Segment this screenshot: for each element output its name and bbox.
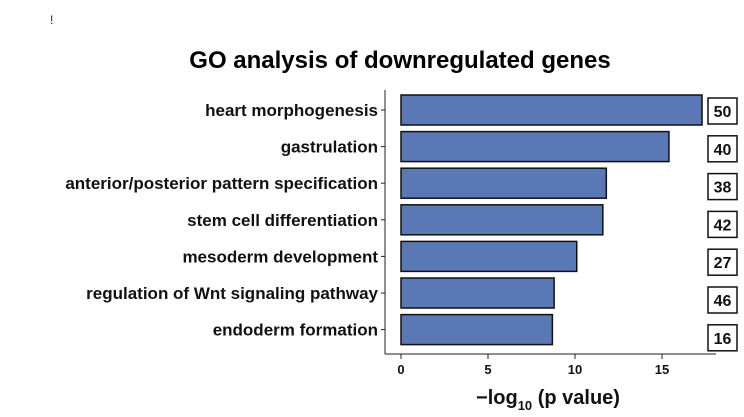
gene-count-box-4 [707,248,738,276]
bar-3 [400,204,604,236]
bar-2 [400,167,608,199]
gene-count-box-6 [707,324,738,352]
category-label-0: heart morphogenesis [205,101,378,120]
x-tick-label-0: 0 [397,362,404,377]
category-label-5: regulation of Wnt signaling pathway [86,284,378,303]
category-label-4: mesoderm development [182,247,378,266]
gene-count-1: 40 [714,142,732,159]
gene-count-box-2 [707,172,738,201]
gene-count-0: 50 [714,104,732,121]
bar-4 [400,240,578,273]
category-labels: heart morphogenesis gastrulation anterior/… [65,101,385,340]
x-axis-label-main: −log [476,387,518,409]
gene-count-2: 38 [714,180,732,197]
gene-count-4: 27 [714,255,732,272]
x-tick-label-2: 10 [568,362,582,377]
bar-6 [400,313,554,346]
gene-count-box-3 [707,210,738,239]
x-tick-label-3: 15 [655,362,669,377]
category-label-6: endoderm formation [213,321,378,340]
gene-count-boxes: 50 40 38 42 27 46 16 [707,97,738,352]
gene-count-box-0 [707,97,738,125]
category-label-1: gastrulation [281,138,378,157]
bar-1 [400,130,670,163]
x-axis-label: −log10 (p value) [476,387,620,413]
gene-count-6: 16 [714,331,732,348]
category-label-3: stem cell differentiation [187,211,378,230]
x-tick-label-1: 5 [484,362,491,377]
bars-group [400,94,703,346]
gene-count-box-1 [707,135,738,163]
gene-count-5: 46 [714,293,732,310]
stray-mark: ! [50,13,53,27]
bar-5 [400,277,555,309]
x-ticks: 0 5 10 15 [397,354,669,377]
gene-count-box-5 [707,286,738,314]
x-axis-label-subscript: 10 [518,398,532,413]
x-axis-label-rest: (p value) [532,387,620,409]
bar-0 [400,94,703,126]
gene-count-3: 42 [714,217,732,234]
chart-title: GO analysis of downregulated genes [189,47,610,74]
category-label-2: anterior/posterior pattern specification [65,174,378,193]
